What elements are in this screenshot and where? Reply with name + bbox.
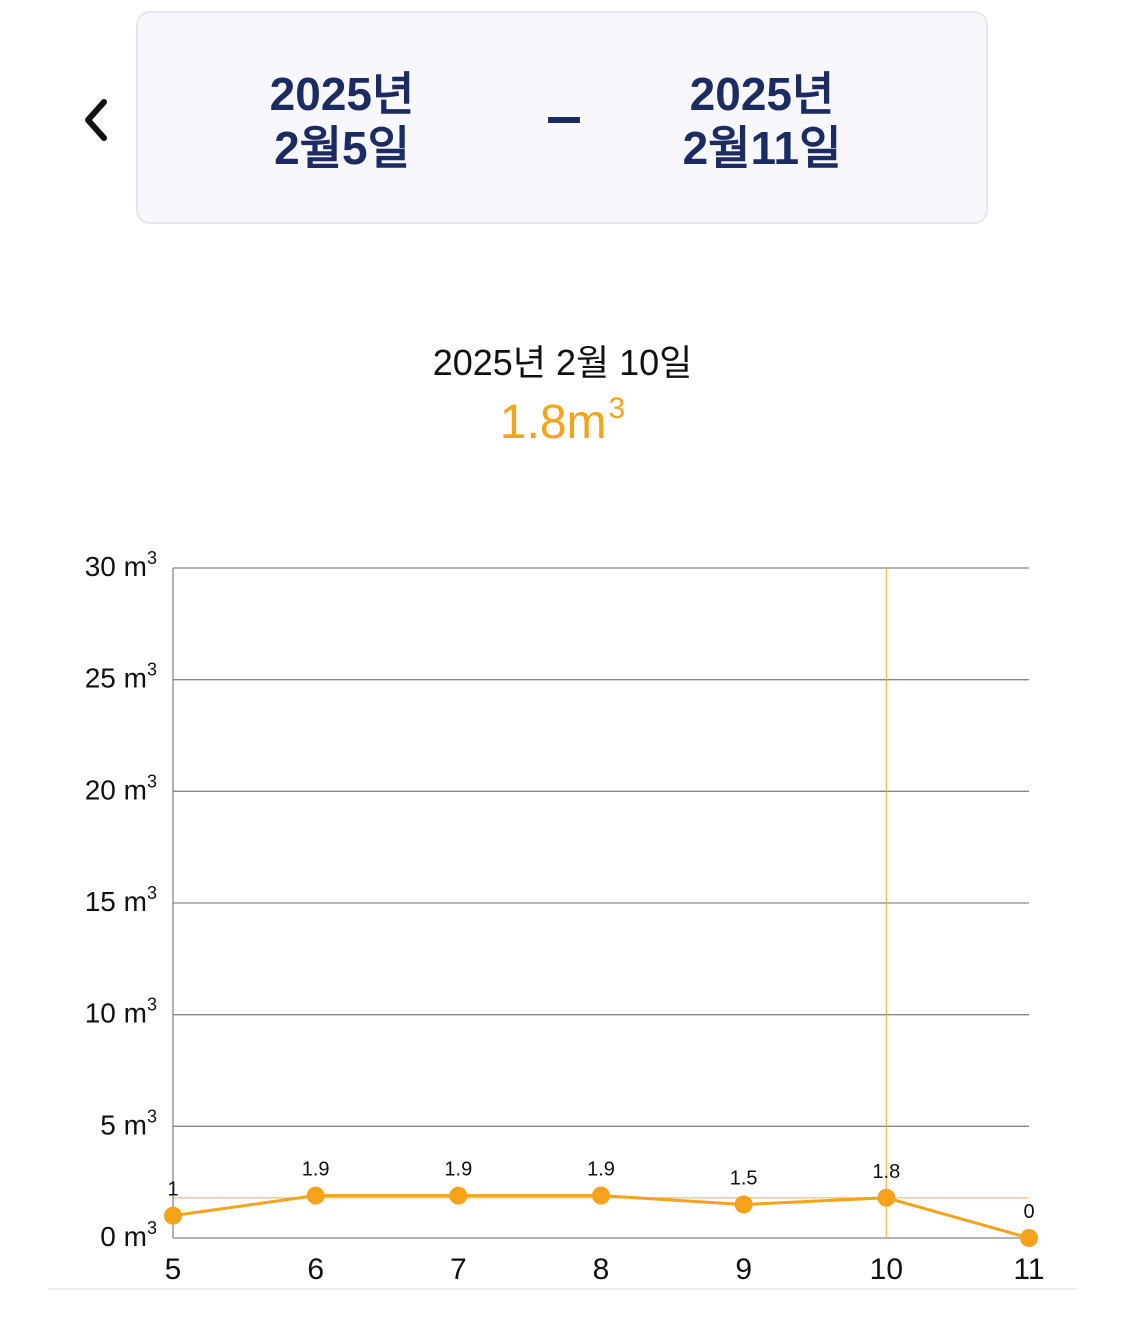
data-point[interactable] xyxy=(1020,1229,1038,1247)
range-start-date[interactable]: 2025년 2월5일 xyxy=(222,67,462,175)
chevron-left-icon xyxy=(85,99,107,141)
data-label: 0 xyxy=(1023,1201,1034,1223)
data-point[interactable] xyxy=(877,1188,896,1207)
y-tick-label: 10 m3 xyxy=(85,995,157,1029)
y-tick-label: 20 m3 xyxy=(85,771,157,805)
x-tick-label: 7 xyxy=(450,1253,467,1286)
x-tick-label: 6 xyxy=(307,1253,324,1286)
range-start-day: 2월5일 xyxy=(274,122,410,174)
data-label: 1.5 xyxy=(730,1168,758,1190)
y-tick-label: 5 m3 xyxy=(100,1106,157,1140)
back-button[interactable] xyxy=(68,92,124,148)
x-tick-label: 8 xyxy=(593,1253,610,1286)
x-tick-label: 5 xyxy=(165,1253,182,1286)
range-start-year: 2025년 xyxy=(269,68,415,120)
data-label: 1.9 xyxy=(444,1159,472,1181)
range-end-year: 2025년 xyxy=(689,68,835,120)
selected-value-number: 1.8m xyxy=(499,396,607,449)
range-separator xyxy=(548,117,580,123)
data-label: 1.9 xyxy=(302,1159,330,1181)
y-tick-label: 15 m3 xyxy=(85,883,157,917)
data-point[interactable] xyxy=(449,1186,468,1205)
date-range-selector[interactable]: 2025년 2월5일 2025년 2월11일 xyxy=(136,11,988,224)
y-tick-label: 0 m3 xyxy=(100,1218,157,1252)
y-tick-label: 30 m3 xyxy=(85,548,157,582)
selected-value-unit-sup: 3 xyxy=(608,392,626,425)
divider xyxy=(48,1288,1077,1290)
x-tick-label: 10 xyxy=(870,1253,903,1286)
range-end-date[interactable]: 2025년 2월11일 xyxy=(642,67,882,175)
data-point[interactable] xyxy=(734,1195,753,1214)
data-point[interactable] xyxy=(306,1186,325,1205)
data-label: 1 xyxy=(167,1179,178,1201)
data-point[interactable] xyxy=(164,1206,182,1225)
x-tick-label: 11 xyxy=(1013,1253,1044,1286)
y-tick-label: 25 m3 xyxy=(85,660,157,694)
data-label: 1.8 xyxy=(872,1161,900,1183)
usage-line-chart[interactable]: 0 m3 5 m3 10 m3 15 m3 20 m3 25 m3 30 m3 1 5 1.9 6 1… xyxy=(0,530,1125,1290)
data-label: 1.9 xyxy=(587,1159,615,1181)
selected-date: 2025년 2월 10일 xyxy=(432,342,693,383)
range-end-day: 2월11일 xyxy=(682,122,842,174)
x-tick-label: 9 xyxy=(735,1253,752,1286)
data-point[interactable] xyxy=(592,1186,610,1205)
selected-value: 1.8m3 xyxy=(0,392,1125,450)
